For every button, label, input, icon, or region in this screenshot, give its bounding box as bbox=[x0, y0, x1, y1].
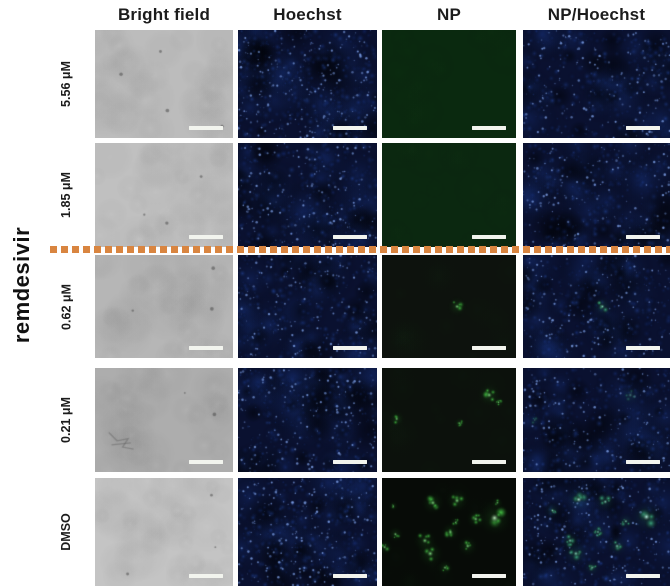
micrograph-image bbox=[523, 143, 670, 247]
panel-1-85-m-hoechst bbox=[238, 143, 377, 247]
micrograph-image bbox=[238, 30, 377, 138]
panel-dmso-brightfield bbox=[95, 478, 233, 586]
scale-bar bbox=[333, 346, 367, 350]
column-header-np: NP bbox=[436, 4, 462, 24]
row-label-1-85-m: 1.85 μM bbox=[59, 172, 73, 218]
row-label-0-21-m: 0.21 μM bbox=[59, 397, 73, 443]
scale-bar bbox=[626, 235, 660, 239]
scale-bar bbox=[472, 235, 506, 239]
panel-0-21-m-np-hoechst bbox=[523, 368, 670, 472]
panel-0-62-m-np-hoechst bbox=[523, 255, 670, 358]
row-label-dmso: DMSO bbox=[59, 513, 73, 551]
panel-5-56-m-brightfield bbox=[95, 30, 233, 138]
micrograph-image bbox=[238, 143, 377, 247]
micrograph-image bbox=[238, 255, 377, 358]
micrograph-image bbox=[95, 478, 233, 586]
scale-bar bbox=[472, 126, 506, 130]
scale-bar bbox=[189, 346, 223, 350]
scale-bar bbox=[189, 235, 223, 239]
panel-0-21-m-hoechst bbox=[238, 368, 377, 472]
micrograph-image bbox=[382, 143, 516, 247]
micrograph-image bbox=[238, 478, 377, 586]
scale-bar bbox=[472, 574, 506, 578]
column-header-np-hoechst: NP/Hoechst bbox=[547, 4, 646, 24]
micrograph-image bbox=[238, 368, 377, 472]
micrograph-image bbox=[523, 30, 670, 138]
scale-bar bbox=[189, 574, 223, 578]
panel-0-62-m-np bbox=[382, 255, 516, 358]
scale-bar bbox=[626, 346, 660, 350]
scale-bar bbox=[333, 235, 367, 239]
panel-0-62-m-brightfield bbox=[95, 255, 233, 358]
micrograph-image bbox=[382, 368, 516, 472]
scale-bar bbox=[472, 460, 506, 464]
scale-bar bbox=[333, 460, 367, 464]
scale-bar bbox=[472, 346, 506, 350]
scale-bar bbox=[333, 574, 367, 578]
column-header-hoechst: Hoechst bbox=[273, 4, 342, 24]
micrograph-image bbox=[95, 30, 233, 138]
scale-bar bbox=[626, 574, 660, 578]
micrograph-image bbox=[95, 368, 233, 472]
column-header-bright-field: Bright field bbox=[117, 4, 211, 24]
scale-bar bbox=[626, 126, 660, 130]
micrograph-image bbox=[382, 30, 516, 138]
scale-bar bbox=[333, 126, 367, 130]
panel-dmso-hoechst bbox=[238, 478, 377, 586]
micrograph-image bbox=[95, 143, 233, 247]
panel-5-56-m-np-hoechst bbox=[523, 30, 670, 138]
row-label-5-56-m: 5.56 μM bbox=[59, 61, 73, 107]
micrograph-image bbox=[523, 368, 670, 472]
panel-5-56-m-hoechst bbox=[238, 30, 377, 138]
scale-bar bbox=[189, 460, 223, 464]
panel-0-62-m-hoechst bbox=[238, 255, 377, 358]
row-label-0-62-m: 0.62 μM bbox=[59, 283, 73, 330]
micrograph-image bbox=[95, 255, 233, 358]
micrograph-image bbox=[382, 255, 516, 358]
scale-bar bbox=[626, 460, 660, 464]
panel-1-85-m-brightfield bbox=[95, 143, 233, 247]
panel-5-56-m-np bbox=[382, 30, 516, 138]
micrograph-image bbox=[523, 478, 670, 586]
micrograph-image bbox=[523, 255, 670, 358]
micrograph-image bbox=[382, 478, 516, 586]
panel-dmso-np bbox=[382, 478, 516, 586]
panel-0-21-m-np bbox=[382, 368, 516, 472]
panel-1-85-m-np bbox=[382, 143, 516, 247]
panel-0-21-m-brightfield bbox=[95, 368, 233, 472]
panel-1-85-m-np-hoechst bbox=[523, 143, 670, 247]
dose-divider-line bbox=[50, 246, 670, 253]
scale-bar bbox=[189, 126, 223, 130]
y-axis-group-label: remdesivir bbox=[9, 226, 34, 344]
panel-dmso-np-hoechst bbox=[523, 478, 670, 586]
